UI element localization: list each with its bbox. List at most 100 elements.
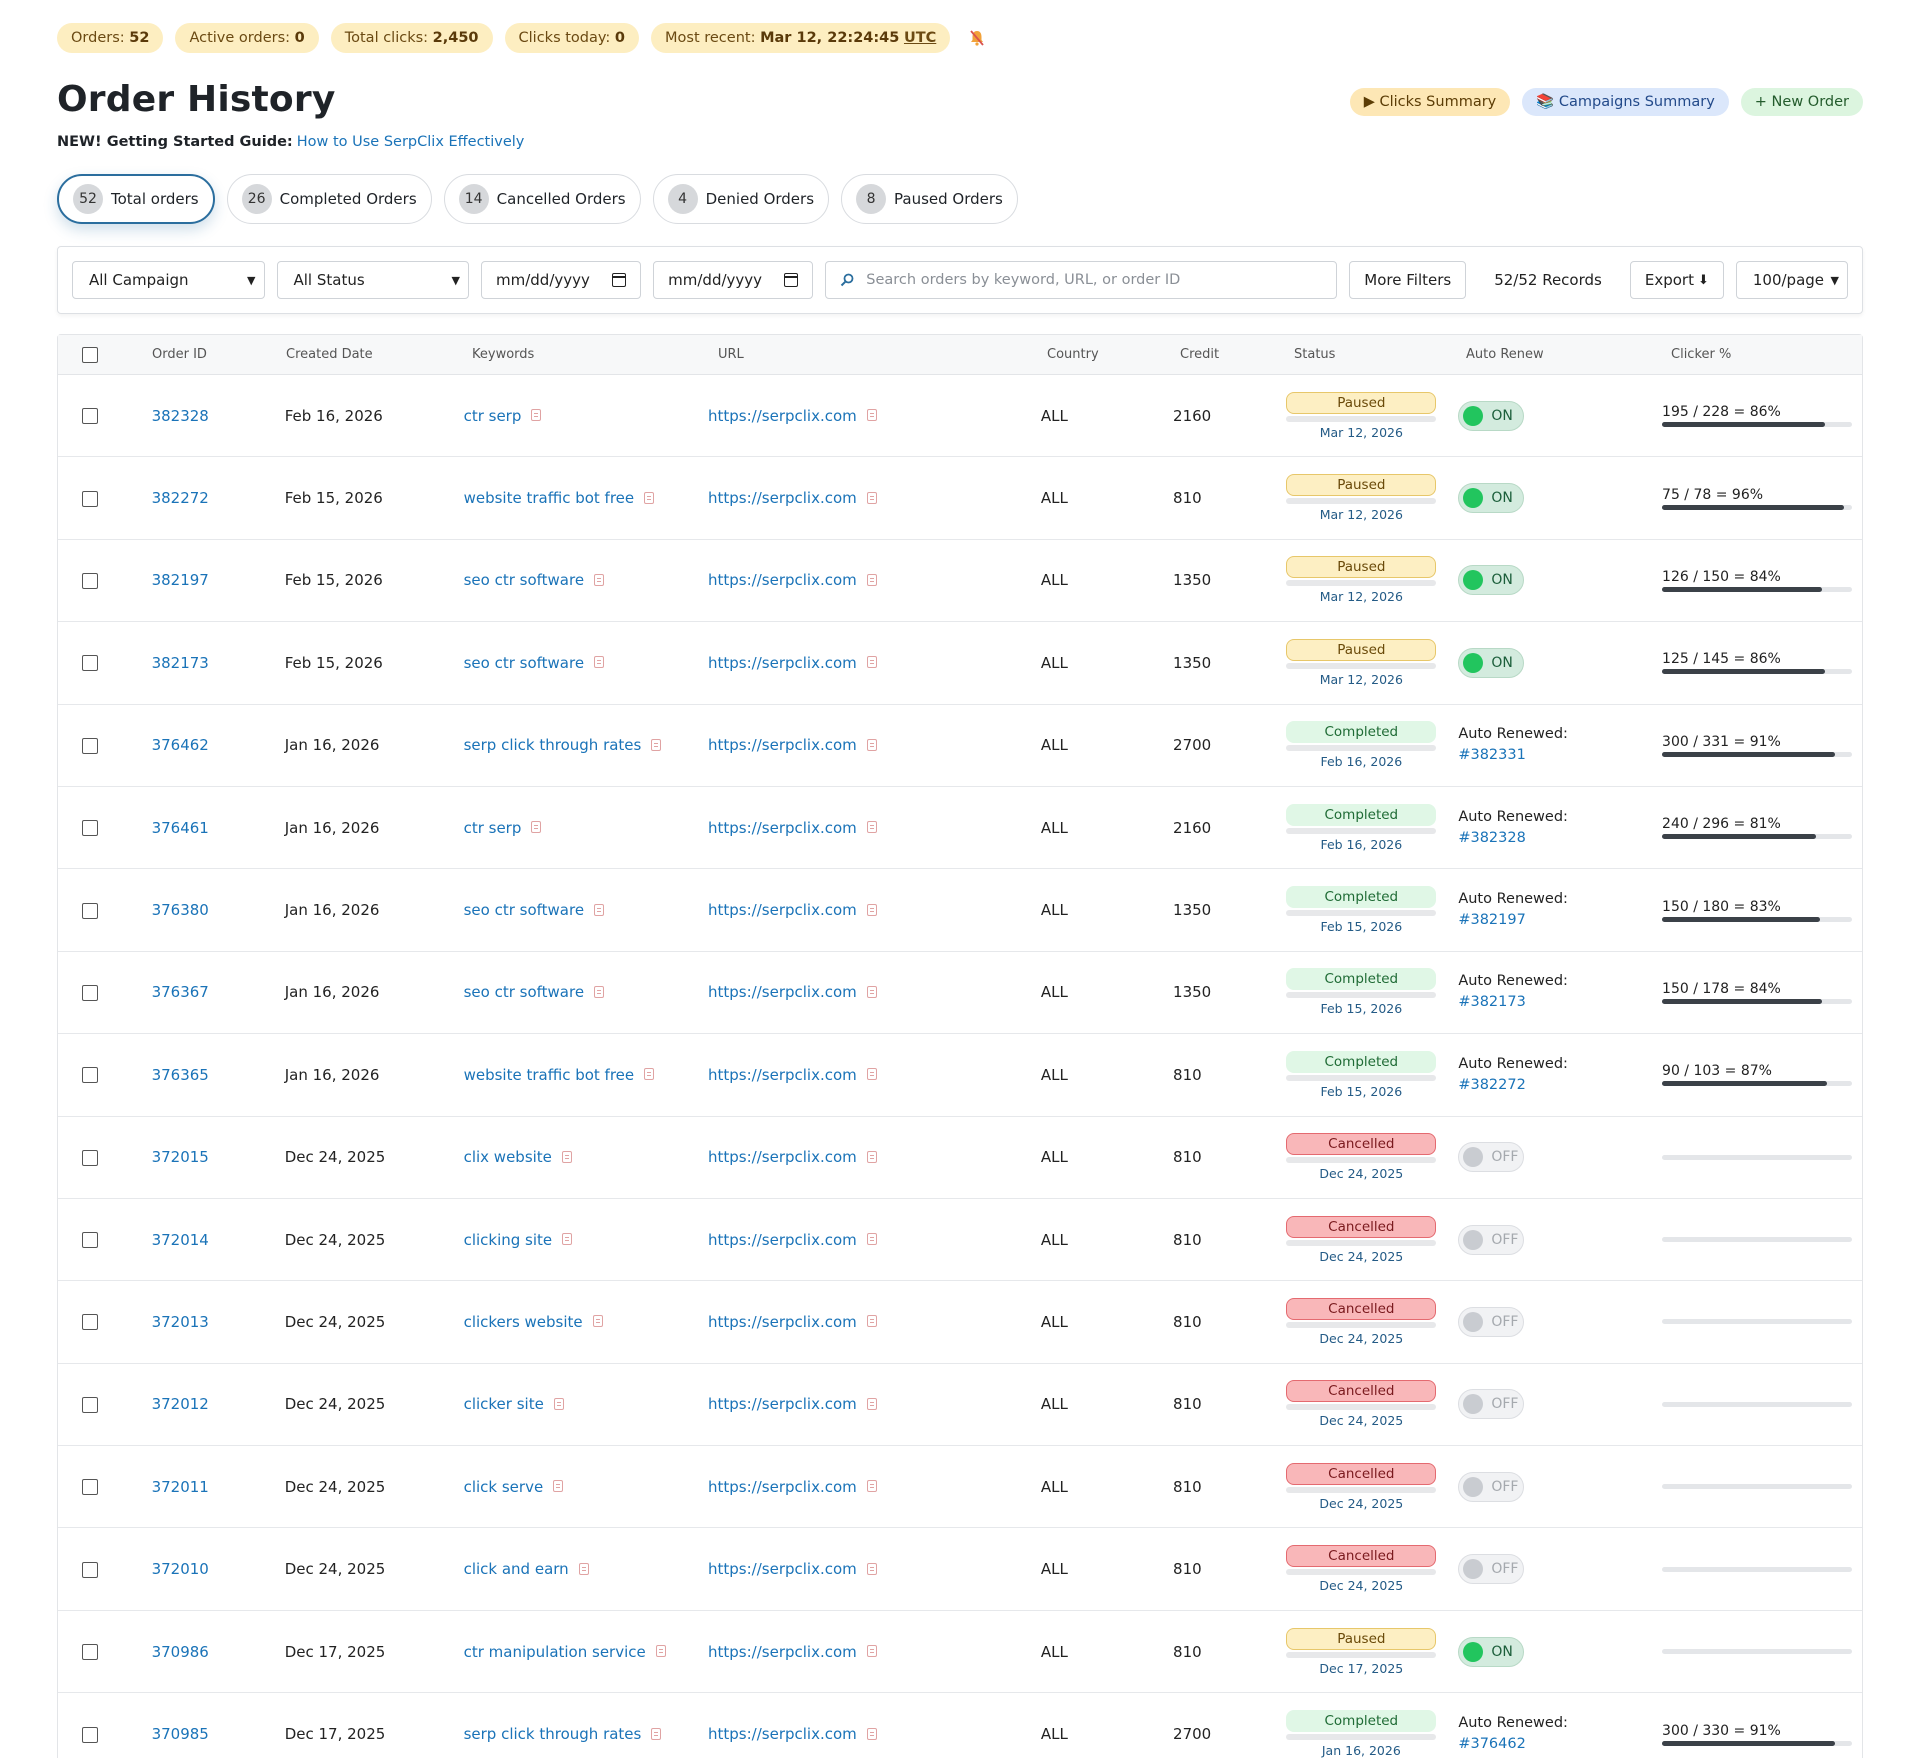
calendar-icon[interactable] bbox=[612, 273, 627, 287]
keyword-link[interactable]: click and earn bbox=[463, 1560, 569, 1579]
url-link[interactable]: https://serpclix.com bbox=[708, 653, 857, 672]
copy-icon[interactable] bbox=[592, 1315, 603, 1328]
copy-icon[interactable] bbox=[553, 1480, 564, 1493]
copy-icon[interactable] bbox=[594, 985, 605, 998]
copy-icon[interactable] bbox=[866, 573, 877, 586]
copy-icon[interactable] bbox=[866, 1562, 877, 1575]
column-header[interactable]: Status bbox=[1294, 347, 1336, 362]
copy-icon[interactable] bbox=[866, 1727, 877, 1740]
keyword-link[interactable]: seo ctr software bbox=[463, 571, 585, 590]
url-link[interactable]: https://serpclix.com bbox=[708, 1065, 857, 1084]
url-link[interactable]: https://serpclix.com bbox=[708, 571, 857, 590]
url-link[interactable]: https://serpclix.com bbox=[708, 1148, 857, 1167]
keyword-link[interactable]: clicker site bbox=[463, 1395, 544, 1414]
order-id-link[interactable]: 372015 bbox=[151, 1148, 209, 1167]
clicks-summary-button[interactable]: ▶ Clicks Summary bbox=[1349, 88, 1511, 116]
url-link[interactable]: https://serpclix.com bbox=[708, 1395, 857, 1414]
column-header[interactable]: Order ID bbox=[152, 347, 207, 362]
row-checkbox[interactable] bbox=[82, 1149, 98, 1166]
copy-icon[interactable] bbox=[594, 573, 605, 586]
row-checkbox[interactable] bbox=[82, 490, 98, 507]
tab-cancelled-orders[interactable]: 14 Cancelled Orders bbox=[443, 174, 641, 224]
url-link[interactable]: https://serpclix.com bbox=[708, 406, 857, 425]
muted-bell-icon[interactable] bbox=[968, 29, 986, 47]
copy-icon[interactable] bbox=[553, 1397, 564, 1410]
order-id-link[interactable]: 382328 bbox=[151, 406, 209, 425]
per-page-select[interactable]: 100/page ▼ bbox=[1735, 261, 1848, 299]
date-to-input[interactable]: mm/dd/yyyy bbox=[653, 261, 814, 299]
auto-renew-toggle[interactable]: ON bbox=[1458, 565, 1525, 596]
order-id-link[interactable]: 382197 bbox=[151, 571, 209, 590]
row-checkbox[interactable] bbox=[82, 1644, 98, 1661]
copy-icon[interactable] bbox=[866, 1645, 877, 1658]
column-header[interactable]: Auto Renew bbox=[1466, 347, 1544, 362]
order-id-link[interactable]: 376462 bbox=[151, 736, 209, 755]
row-checkbox[interactable] bbox=[82, 572, 98, 589]
url-link[interactable]: https://serpclix.com bbox=[708, 1725, 857, 1744]
copy-icon[interactable] bbox=[866, 821, 877, 834]
keyword-link[interactable]: seo ctr software bbox=[463, 653, 585, 672]
order-id-link[interactable]: 376367 bbox=[151, 983, 209, 1002]
row-checkbox[interactable] bbox=[82, 1479, 98, 1496]
copy-icon[interactable] bbox=[866, 1150, 877, 1163]
copy-icon[interactable] bbox=[866, 1068, 877, 1081]
keyword-link[interactable]: ctr manipulation service bbox=[463, 1642, 646, 1661]
row-checkbox[interactable] bbox=[82, 737, 98, 754]
order-id-link[interactable]: 376380 bbox=[151, 901, 209, 920]
url-link[interactable]: https://serpclix.com bbox=[708, 1477, 857, 1496]
keyword-link[interactable]: serp click through rates bbox=[463, 736, 642, 755]
column-header[interactable]: Clicker % bbox=[1671, 347, 1732, 362]
export-button[interactable]: Export ⬇ bbox=[1629, 261, 1724, 299]
search-input[interactable]: Search orders by keyword, URL, or order … bbox=[825, 261, 1338, 299]
keyword-link[interactable]: website traffic bot free bbox=[463, 489, 635, 508]
keyword-link[interactable]: seo ctr software bbox=[463, 983, 585, 1002]
auto-renew-toggle[interactable]: OFF bbox=[1458, 1306, 1525, 1337]
copy-icon[interactable] bbox=[866, 738, 877, 751]
keyword-link[interactable]: seo ctr software bbox=[463, 901, 585, 920]
order-id-link[interactable]: 372013 bbox=[151, 1312, 209, 1331]
order-id-link[interactable]: 370985 bbox=[151, 1725, 209, 1744]
column-header[interactable]: Credit bbox=[1180, 347, 1220, 362]
auto-renew-toggle[interactable]: OFF bbox=[1458, 1224, 1525, 1255]
renewed-order-link[interactable]: #376462 bbox=[1458, 1736, 1526, 1753]
url-link[interactable]: https://serpclix.com bbox=[708, 901, 857, 920]
url-link[interactable]: https://serpclix.com bbox=[708, 983, 857, 1002]
auto-renew-toggle[interactable]: OFF bbox=[1458, 1142, 1525, 1173]
row-checkbox[interactable] bbox=[82, 655, 98, 672]
copy-icon[interactable] bbox=[866, 903, 877, 916]
renewed-order-link[interactable]: #382328 bbox=[1458, 829, 1526, 846]
column-header[interactable]: Country bbox=[1047, 347, 1099, 362]
tab-denied-orders[interactable]: 4 Denied Orders bbox=[652, 174, 830, 224]
tab-total-orders[interactable]: 52 Total orders bbox=[57, 174, 215, 224]
calendar-icon[interactable] bbox=[784, 273, 799, 287]
keyword-link[interactable]: clickers website bbox=[463, 1312, 583, 1331]
copy-icon[interactable] bbox=[561, 1150, 572, 1163]
status-select[interactable]: All Status ▼ bbox=[276, 261, 469, 299]
order-id-link[interactable]: 382272 bbox=[151, 489, 209, 508]
copy-icon[interactable] bbox=[562, 1233, 573, 1246]
copy-icon[interactable] bbox=[866, 409, 877, 422]
column-header[interactable]: Created Date bbox=[286, 347, 373, 362]
row-checkbox[interactable] bbox=[82, 984, 98, 1001]
renewed-order-link[interactable]: #382197 bbox=[1458, 912, 1526, 929]
new-order-button[interactable]: + New Order bbox=[1740, 88, 1863, 116]
copy-icon[interactable] bbox=[578, 1562, 589, 1575]
order-id-link[interactable]: 372012 bbox=[151, 1395, 209, 1414]
order-id-link[interactable]: 376365 bbox=[151, 1065, 209, 1084]
renewed-order-link[interactable]: #382173 bbox=[1458, 994, 1526, 1011]
copy-icon[interactable] bbox=[651, 738, 662, 751]
row-checkbox[interactable] bbox=[82, 820, 98, 837]
auto-renew-toggle[interactable]: OFF bbox=[1458, 1471, 1525, 1502]
url-link[interactable]: https://serpclix.com bbox=[708, 489, 857, 508]
copy-icon[interactable] bbox=[594, 656, 605, 669]
row-checkbox[interactable] bbox=[82, 1726, 98, 1743]
order-id-link[interactable]: 376461 bbox=[151, 818, 209, 837]
copy-icon[interactable] bbox=[644, 491, 655, 504]
auto-renew-toggle[interactable]: OFF bbox=[1458, 1389, 1525, 1420]
url-link[interactable]: https://serpclix.com bbox=[708, 1312, 857, 1331]
copy-icon[interactable] bbox=[644, 1068, 655, 1081]
renewed-order-link[interactable]: #382272 bbox=[1458, 1076, 1526, 1093]
row-checkbox[interactable] bbox=[82, 1067, 98, 1084]
url-link[interactable]: https://serpclix.com bbox=[708, 818, 857, 837]
auto-renew-toggle[interactable]: ON bbox=[1458, 647, 1525, 678]
